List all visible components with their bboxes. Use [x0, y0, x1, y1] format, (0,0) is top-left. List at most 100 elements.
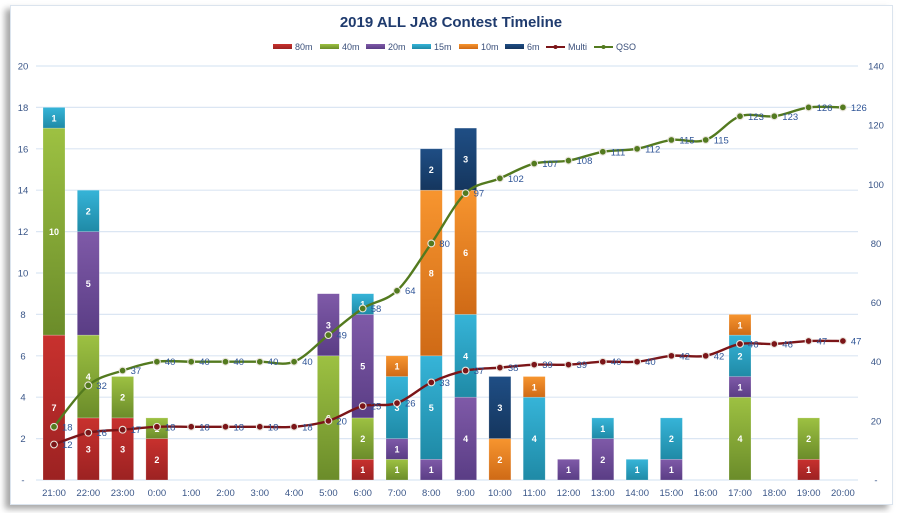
line-value-label: 38 [508, 363, 519, 374]
data-point [118, 425, 127, 434]
data-point [290, 422, 299, 431]
bar-value-label: 2 [360, 434, 365, 444]
line-value-label: 32 [96, 381, 107, 392]
data-point [598, 147, 607, 156]
bar-stack: 12 [660, 417, 683, 481]
legend-label: 40m [342, 42, 360, 52]
line-value-label: 39 [577, 360, 588, 371]
line-value-label: 126 [851, 103, 867, 114]
y-left-tick-label: 20 [18, 62, 29, 73]
line-value-label: 47 [851, 337, 862, 348]
data-point [393, 286, 401, 295]
data-point [393, 399, 401, 408]
line-value-label: 18 [62, 422, 73, 433]
bar-segment-6m [488, 376, 512, 439]
legend-label: 15m [434, 42, 452, 52]
legend-swatch [412, 44, 431, 49]
legend-item-20m: 20m [366, 42, 406, 52]
data-point [324, 331, 333, 340]
y-left-tick-label: 12 [18, 227, 29, 238]
line-value-label: 26 [405, 399, 416, 410]
bar-value-label: 2 [600, 455, 605, 465]
line-value-label: 64 [405, 286, 416, 297]
data-point [255, 422, 264, 431]
legend-item-80m: 80m [273, 42, 313, 52]
data-point [495, 363, 504, 372]
bar-value-label: 4 [86, 372, 91, 382]
x-tick-label: 10:00 [488, 488, 512, 499]
bar-segment-10m [385, 355, 409, 377]
x-tick-label: 19:00 [797, 488, 821, 499]
x-tick-label: 16:00 [694, 488, 718, 499]
line-value-label: 18 [199, 422, 210, 433]
bar-segment-40m [111, 376, 134, 419]
line-value-label: 16 [96, 428, 107, 439]
data-point [564, 156, 573, 165]
legend-label: Multi [568, 42, 587, 52]
line-value-label: 40 [302, 357, 313, 368]
bar-value-label: 6 [463, 248, 468, 258]
line-value-label: 46 [748, 339, 759, 350]
data-point [427, 239, 436, 248]
x-tick-label: 5:00 [319, 488, 338, 499]
x-tick-label: 2:00 [216, 488, 235, 499]
data-point [221, 422, 230, 431]
bar-stack: 1 1 3 1 [385, 355, 409, 481]
line-value-label: 102 [508, 174, 524, 185]
legend-swatch [273, 44, 292, 49]
bar-value-label: 2 [429, 165, 434, 175]
data-point [530, 360, 539, 369]
data-point [358, 304, 367, 313]
legend-label: 20m [388, 42, 406, 52]
legend-item-qso: QSO [594, 42, 636, 52]
legend-item-40m: 40m [320, 42, 360, 52]
legend-item-multi: Multi [546, 42, 587, 52]
bar-value-label: 1 [635, 465, 640, 475]
bar-value-label: 1 [737, 320, 742, 330]
bar-segment-10m [728, 314, 752, 336]
x-tick-label: 6:00 [353, 488, 372, 499]
line-value-label: 107 [542, 159, 558, 170]
y-right-tick-label: 60 [871, 298, 882, 309]
bar-value-label: 1 [394, 362, 399, 372]
y-axis-right: - 20 40 60 80 100 120 140 [868, 62, 884, 487]
y-right-tick-label: 140 [868, 62, 884, 73]
bar-stacks: 7101345232216312511131158244632341121112… [42, 107, 820, 481]
data-point [495, 174, 504, 183]
y-axis-left: - 2 4 6 8 10 12 14 16 18 20 [18, 62, 29, 487]
bar-value-label: 4 [737, 434, 742, 444]
bar-segment-6m [419, 148, 443, 191]
bar-value-label: 1 [532, 382, 537, 392]
data-point [50, 422, 58, 431]
bar-segment-15m [625, 458, 649, 481]
y-left-tick-label: 10 [18, 269, 29, 280]
bar-segment-10m [522, 376, 546, 398]
x-tick-label: 12:00 [557, 488, 581, 499]
legend-marker [553, 45, 558, 49]
bar-value-label: 3 [497, 403, 502, 413]
bar-value-label: 4 [463, 351, 468, 361]
bar-stack: 1 [625, 458, 649, 481]
x-tick-label: 23:00 [111, 488, 135, 499]
bar-value-label: 1 [51, 113, 56, 123]
x-tick-label: 1:00 [182, 488, 201, 499]
legend: 80m 40m 20m 15m 10m 6m Multi QSO [273, 42, 636, 52]
data-point [324, 416, 333, 425]
legend-marker [601, 45, 606, 49]
line-value-label: 126 [817, 103, 833, 114]
x-tick-label: 20:00 [831, 488, 855, 499]
x-tick-label: 4:00 [285, 488, 304, 499]
line-value-label: 18 [302, 422, 313, 433]
line-value-label: 49 [336, 331, 347, 342]
bar-value-label: 2 [497, 455, 502, 465]
line-value-label: 123 [748, 112, 764, 123]
data-point [667, 135, 676, 144]
line-value-label: 33 [439, 378, 450, 389]
x-tick-label: 0:00 [148, 488, 167, 499]
bar-segment-15m [591, 417, 615, 439]
data-point [255, 357, 264, 366]
x-tick-label: 7:00 [388, 488, 407, 499]
data-point [667, 351, 676, 360]
